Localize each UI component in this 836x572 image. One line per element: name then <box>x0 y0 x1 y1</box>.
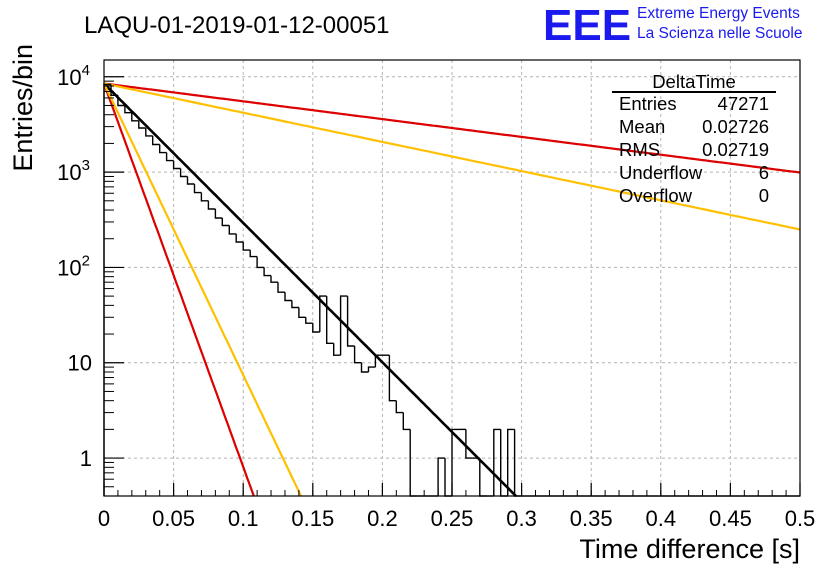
histogram-bin <box>117 95 125 107</box>
histogram-bin <box>312 323 320 333</box>
y-tick-label: 1 <box>80 446 92 471</box>
histogram-bin <box>124 105 132 114</box>
stats-box: DeltaTime Entries 47271 Mean 0.02726 RMS… <box>612 71 776 206</box>
stats-label-mean: Mean <box>619 116 665 137</box>
logo-line-2: La Scienza nelle Scuole <box>637 25 802 42</box>
histogram-bin <box>319 295 327 332</box>
stats-label-entries: Entries <box>619 93 677 114</box>
stats-label-rms: RMS <box>619 139 660 160</box>
histogram-bin <box>326 296 334 344</box>
histogram-bin <box>200 192 209 202</box>
histogram-bin <box>138 120 146 129</box>
histogram-bin <box>214 209 223 219</box>
eee-logo: EEE Extreme Energy Events La Scienza nel… <box>543 1 802 50</box>
x-tick-label: 0.5 <box>785 506 816 531</box>
histogram-bin <box>451 428 459 496</box>
stats-label-overflow: Overflow <box>619 185 693 206</box>
stats-title: DeltaTime <box>652 71 736 92</box>
y-tick-label: 102 <box>57 252 90 280</box>
histogram-bin <box>339 295 348 356</box>
x-tick-label: 0.35 <box>570 506 613 531</box>
y-tick-label: 104 <box>57 62 90 90</box>
histogram-bin <box>305 317 313 324</box>
x-tick-label: 0.45 <box>709 506 752 531</box>
histogram-bin <box>402 412 411 431</box>
x-tick-label: 0 <box>98 506 110 531</box>
fit-curve-red-shallow <box>103 82 801 174</box>
x-tick-label: 0.15 <box>291 506 334 531</box>
chart-title: LAQU-01-2019-01-12-00051 <box>84 12 390 39</box>
histogram-bin <box>179 168 188 178</box>
histogram-bin <box>388 355 397 402</box>
y-tick-label: 103 <box>57 157 90 185</box>
histogram-bin <box>367 366 376 372</box>
histogram-bin <box>277 282 285 293</box>
stats-value-underflow: 6 <box>759 162 769 183</box>
histogram-bin <box>353 346 362 364</box>
histogram-bin <box>513 429 522 497</box>
logo-line-1: Extreme Energy Events <box>637 5 800 22</box>
fit-curve-orange-steep <box>103 83 302 497</box>
stats-value-mean: 0.02726 <box>702 116 769 137</box>
x-tick-label: 0.3 <box>506 506 537 531</box>
histogram-bin <box>221 218 230 227</box>
histogram-bin <box>374 354 383 368</box>
histogram-bin <box>437 457 445 496</box>
histogram-bin <box>207 200 216 210</box>
fit-curve-black-fit <box>103 82 517 497</box>
histogram-bin <box>507 428 515 496</box>
histogram-bin <box>263 267 271 277</box>
fit-curve-orange-shallow <box>103 82 801 231</box>
y-tick-label: 10 <box>68 351 92 376</box>
stats-value-overflow: 0 <box>759 185 769 206</box>
fit-curves <box>102 82 801 497</box>
fit-curve-red-steep <box>102 83 255 497</box>
x-tick-label: 0.05 <box>152 506 195 531</box>
histogram-bin <box>131 112 139 122</box>
x-tick-label: 0.2 <box>367 506 398 531</box>
histogram-bin <box>395 400 404 414</box>
histogram-bin <box>165 152 174 162</box>
x-tick-label: 0.25 <box>431 506 474 531</box>
histogram-bin <box>284 292 292 302</box>
histogram-bin <box>249 250 258 258</box>
x-tick-label: 0.1 <box>228 506 259 531</box>
stats-value-rms: 0.02719 <box>702 139 769 160</box>
logo-eee: EEE <box>543 1 631 50</box>
histogram-bin <box>110 84 118 96</box>
stats-label-underflow: Underflow <box>619 162 703 183</box>
histogram-bin <box>346 296 355 347</box>
histogram-bin <box>298 307 306 318</box>
stats-value-entries: 47271 <box>718 93 769 114</box>
histogram-bin <box>465 429 473 459</box>
histogram-bin <box>242 242 251 251</box>
histogram-bin <box>409 429 418 497</box>
histogram-bin <box>291 300 299 309</box>
histogram-bin <box>145 128 153 137</box>
histogram-bin <box>193 184 202 194</box>
histogram-bin <box>172 160 181 170</box>
histogram-bin <box>360 362 369 373</box>
histogram-bin <box>228 225 237 235</box>
x-tick-label: 0.4 <box>646 506 677 531</box>
y-axis-title: Entries/bin <box>8 44 38 172</box>
axis-ticks: 0 0.05 0.1 0.15 0.2 0.25 0.3 0.35 0.4 0.45 0.5 1 10 1… <box>57 62 815 531</box>
histogram-bin <box>159 144 167 154</box>
histogram-bin <box>152 135 160 146</box>
x-axis-title: Time difference [s] <box>579 534 800 564</box>
histogram-bin <box>186 176 195 185</box>
histogram-bin <box>270 275 278 283</box>
histogram-bin <box>256 256 265 269</box>
histogram-bin <box>235 233 244 243</box>
histogram-bin <box>444 458 452 497</box>
histogram-bin <box>493 428 501 496</box>
histogram-bin <box>103 83 111 496</box>
histogram-bin <box>333 343 341 356</box>
